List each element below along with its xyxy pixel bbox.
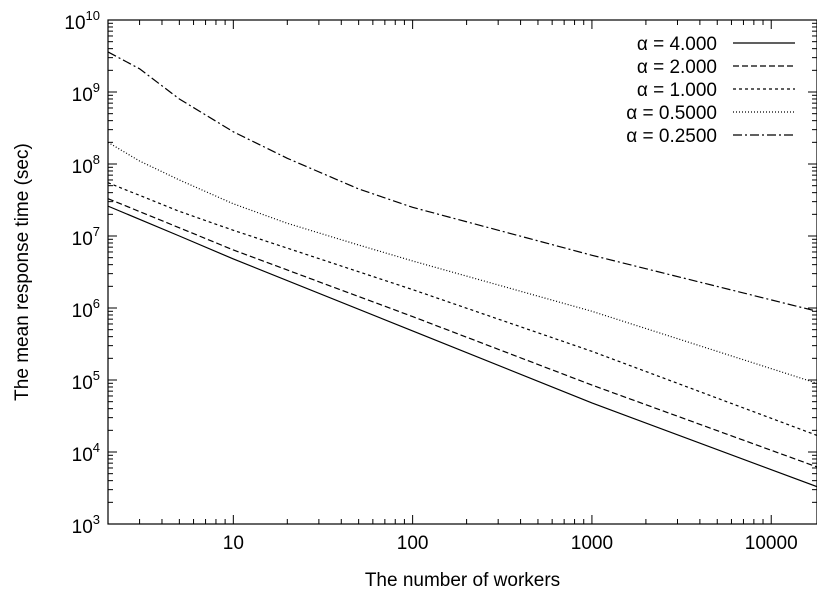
x-tick-label: 10 (223, 533, 244, 554)
series-line-2 (107, 198, 817, 468)
x-axis-label: The number of workers (365, 570, 560, 591)
legend-entry-label: α = 2.000 (637, 57, 717, 78)
series-line-5 (107, 51, 817, 312)
x-tick-label: 1000 (571, 533, 613, 554)
y-tick-label-exponent: 10 (86, 8, 100, 23)
x-tick-label: 100 (397, 533, 429, 554)
x-axis: 10 100 1000 10000 (139, 20, 798, 554)
y-tick-label-exponent: 7 (93, 224, 100, 239)
legend-entry-label: α = 1.000 (637, 80, 717, 101)
y-tick-label-exponent: 8 (93, 152, 100, 167)
y-tick-label-exponent: 6 (93, 296, 100, 311)
y-axis-label: The mean response time (sec) (12, 143, 33, 401)
plot-series (107, 51, 817, 488)
y-tick-label-exponent: 3 (93, 512, 100, 527)
y-tick-label-exponent: 5 (93, 368, 100, 383)
y-tick-label-exponent: 9 (93, 80, 100, 95)
x-tick-label: 10000 (745, 533, 798, 554)
legend-entry-label: α = 0.2500 (626, 126, 717, 147)
y-tick-label-exponent: 4 (93, 440, 100, 455)
legend-entry-label: α = 4.000 (637, 34, 717, 55)
series-line-3 (107, 182, 817, 436)
series-line-1 (107, 205, 817, 488)
plot-frame (107, 19, 817, 525)
legend-entry-label: α = 0.5000 (626, 103, 717, 124)
series-line-4 (107, 141, 817, 384)
y-tick-label: 104 (72, 440, 100, 466)
